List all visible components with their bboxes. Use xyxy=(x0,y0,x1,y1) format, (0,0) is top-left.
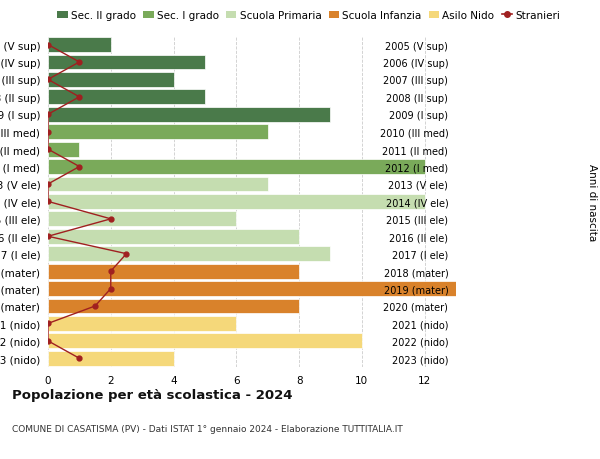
Text: COMUNE DI CASATISMA (PV) - Dati ISTAT 1° gennaio 2024 - Elaborazione TUTTITALIA.: COMUNE DI CASATISMA (PV) - Dati ISTAT 1°… xyxy=(12,425,403,434)
Text: Popolazione per età scolastica - 2024: Popolazione per età scolastica - 2024 xyxy=(12,388,293,401)
Bar xyxy=(48,73,173,88)
Bar xyxy=(48,281,456,297)
Bar xyxy=(48,316,236,331)
Bar xyxy=(48,56,205,70)
Bar xyxy=(48,230,299,244)
Bar xyxy=(48,142,79,157)
Bar xyxy=(48,334,362,348)
Bar xyxy=(48,177,268,192)
Text: Anni di nascita: Anni di nascita xyxy=(587,163,597,241)
Bar xyxy=(48,247,331,262)
Bar xyxy=(48,264,299,279)
Bar xyxy=(48,107,331,123)
Bar xyxy=(48,38,111,53)
Bar xyxy=(48,90,205,105)
Bar xyxy=(48,351,173,366)
Bar xyxy=(48,212,236,227)
Bar xyxy=(48,299,299,313)
Bar xyxy=(48,195,425,209)
Bar xyxy=(48,160,425,174)
Legend: Sec. II grado, Sec. I grado, Scuola Primaria, Scuola Infanzia, Asilo Nido, Stran: Sec. II grado, Sec. I grado, Scuola Prim… xyxy=(53,6,564,25)
Bar xyxy=(48,125,268,140)
